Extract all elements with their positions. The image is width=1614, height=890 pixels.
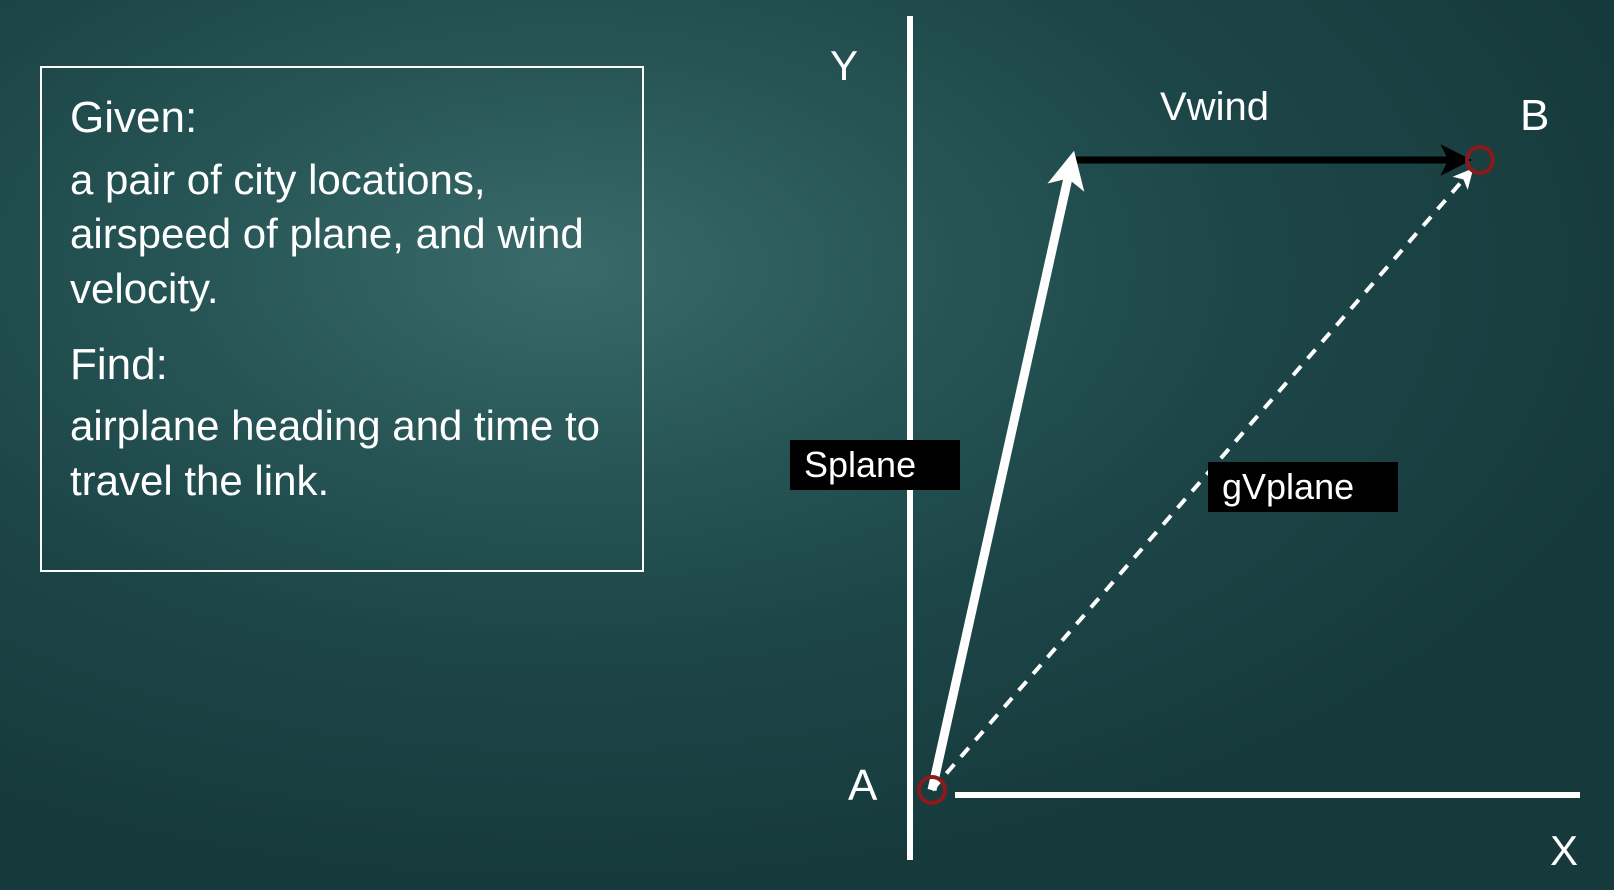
problem-text-box: Given: a pair of city locations, airspee… <box>40 66 644 572</box>
splane-label: Splane <box>804 444 916 485</box>
given-body: a pair of city locations, airspeed of pl… <box>70 153 614 317</box>
vwind-label: Vwind <box>1160 85 1269 129</box>
given-heading: Given: <box>70 92 614 145</box>
point-b-marker <box>1467 147 1493 173</box>
find-body: airplane heading and time to travel the … <box>70 399 614 508</box>
gvplane-label: gVplane <box>1222 466 1354 507</box>
find-heading: Find: <box>70 339 614 392</box>
point-a-label: A <box>848 761 878 810</box>
x-axis-label: X <box>1550 827 1578 874</box>
slide: Given: a pair of city locations, airspee… <box>0 0 1614 890</box>
point-b-label: B <box>1520 91 1549 140</box>
vector-diagram: Y X A B Vwind Splane gVplane <box>760 0 1614 890</box>
y-axis-label: Y <box>830 42 858 89</box>
